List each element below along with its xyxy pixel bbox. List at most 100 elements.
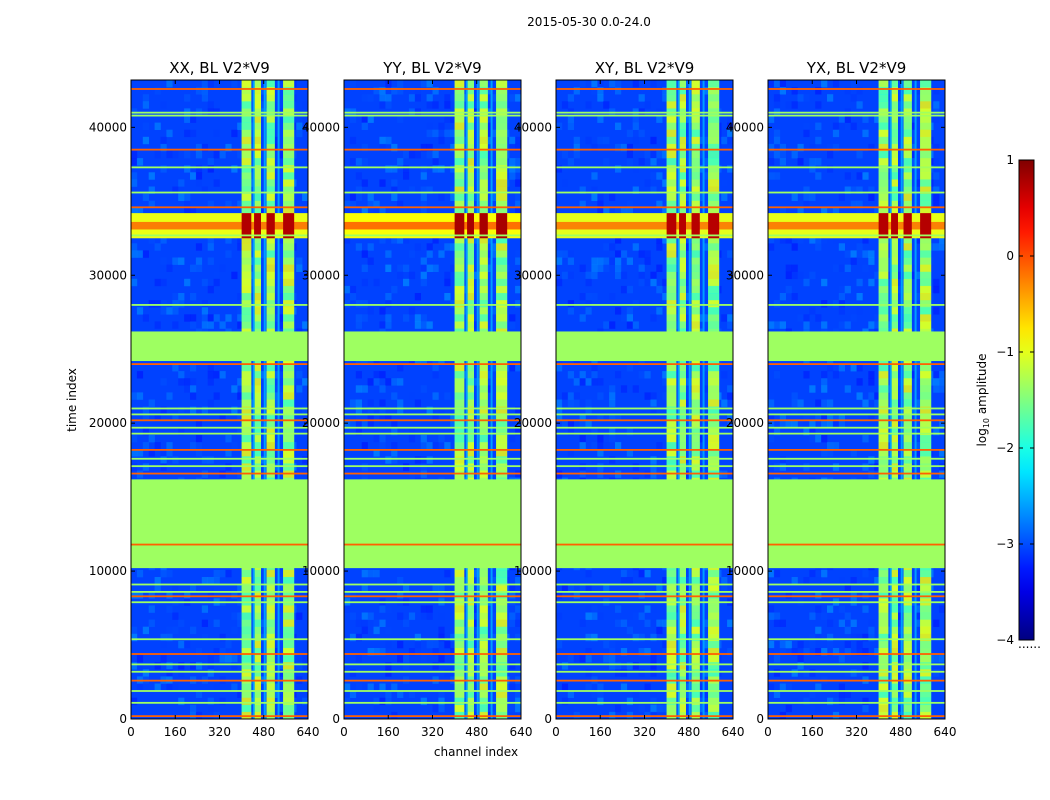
rfi-band-cell xyxy=(479,80,488,88)
rfi-band-cell xyxy=(679,271,686,280)
rfi-band-cell xyxy=(920,236,932,244)
rfi-band-cell xyxy=(241,143,252,152)
noise-cell xyxy=(886,435,893,443)
noise-cell xyxy=(391,165,398,173)
noise-cell xyxy=(785,591,792,599)
rfi-band-cell xyxy=(891,435,898,443)
rfi-band-cell xyxy=(903,420,912,429)
rfi-band-cell xyxy=(666,456,677,464)
noise-cell xyxy=(779,463,786,471)
noise-cell xyxy=(838,605,845,613)
noise-cell xyxy=(797,655,804,663)
rfi-band-cell xyxy=(454,172,465,180)
rfi-band-cell xyxy=(496,207,508,216)
rfi-band-cell xyxy=(266,115,275,123)
noise-cell xyxy=(815,314,822,322)
noise-cell xyxy=(195,690,203,698)
rfi-band-cell xyxy=(708,264,720,272)
rfi-band-cell xyxy=(496,626,508,635)
artifact-line xyxy=(768,206,945,209)
rfi-band-cell xyxy=(691,300,700,308)
noise-cell xyxy=(432,584,439,592)
rfi-band-cell xyxy=(479,435,488,443)
noise-cell xyxy=(420,80,427,88)
noise-cell xyxy=(379,605,386,613)
noise-cell xyxy=(385,456,392,464)
artifact-line xyxy=(344,206,521,209)
noise-cell xyxy=(154,584,161,592)
noise-cell xyxy=(426,612,433,620)
artifact-line xyxy=(768,88,945,90)
rfi-band-cell xyxy=(283,662,295,670)
rfi-band-cell xyxy=(903,633,912,642)
noise-cell xyxy=(148,605,155,613)
burst-band-hot xyxy=(283,213,295,239)
noise-cell xyxy=(844,172,851,180)
noise-cell xyxy=(591,271,598,280)
noise-cell xyxy=(131,243,138,251)
noise-cell xyxy=(136,392,144,400)
noise-cell xyxy=(201,143,208,152)
noise-cell xyxy=(585,406,592,414)
noise-cell xyxy=(626,427,633,436)
noise-cell xyxy=(160,640,167,649)
rfi-band-cell xyxy=(254,129,261,138)
noise-cell xyxy=(148,449,155,457)
noise-cell xyxy=(850,186,857,194)
noise-cell xyxy=(462,648,469,656)
rfi-band-cell xyxy=(920,605,932,613)
rfi-band-cell xyxy=(479,612,488,620)
rfi-band-cell xyxy=(467,669,474,677)
rfi-band-cell xyxy=(891,626,898,635)
rfi-band-cell xyxy=(708,619,720,627)
rfi-band-cell xyxy=(666,669,677,677)
rfi-band-cell xyxy=(467,136,474,145)
noise-cell xyxy=(620,704,628,713)
artifact-line xyxy=(556,114,733,117)
noise-cell xyxy=(915,449,922,457)
burst-core xyxy=(131,221,308,230)
artifact-line xyxy=(556,583,733,586)
noise-cell xyxy=(509,399,516,407)
noise-cell xyxy=(768,640,775,649)
noise-cell xyxy=(249,697,256,706)
noise-cell xyxy=(432,392,439,400)
noise-cell xyxy=(821,420,828,429)
rfi-band-cell xyxy=(496,115,508,123)
noise-cell xyxy=(414,640,421,649)
noise-cell xyxy=(856,293,863,301)
noise-cell xyxy=(821,612,828,620)
rfi-band-cell xyxy=(454,264,465,272)
noise-cell xyxy=(779,456,786,464)
noise-cell xyxy=(355,158,362,166)
noise-cell xyxy=(491,193,498,201)
noise-cell xyxy=(609,427,616,436)
artifact-line xyxy=(556,419,733,422)
rfi-band-cell xyxy=(283,655,295,663)
noise-cell xyxy=(190,662,197,670)
panel-1: YY, BL V2*V90 160 320 480 640010000200003000… xyxy=(302,59,533,739)
x-tick-label: 160 xyxy=(377,725,400,739)
colorbar-tick-label: −3 xyxy=(996,537,1014,551)
rfi-band-cell xyxy=(903,413,912,422)
noise-cell xyxy=(856,207,863,216)
noise-cell xyxy=(420,271,427,280)
artifact-line xyxy=(768,472,945,475)
noise-cell xyxy=(832,236,840,244)
rfi-band-cell xyxy=(479,115,488,123)
noise-cell xyxy=(249,172,256,180)
artifact-line xyxy=(131,206,308,209)
noise-cell xyxy=(207,158,214,166)
panel-title: XY, BL V2*V9 xyxy=(595,59,695,77)
noise-cell xyxy=(349,669,357,677)
noise-cell xyxy=(249,704,256,713)
noise-cell xyxy=(785,420,792,429)
rfi-band-cell xyxy=(254,619,261,627)
rfi-band-cell xyxy=(496,648,508,656)
noise-cell xyxy=(462,136,469,145)
rfi-band-cell xyxy=(241,243,252,251)
noise-cell xyxy=(450,165,457,173)
rfi-band-cell xyxy=(454,136,465,145)
noise-cell xyxy=(367,420,374,429)
artifact-line xyxy=(556,148,733,151)
